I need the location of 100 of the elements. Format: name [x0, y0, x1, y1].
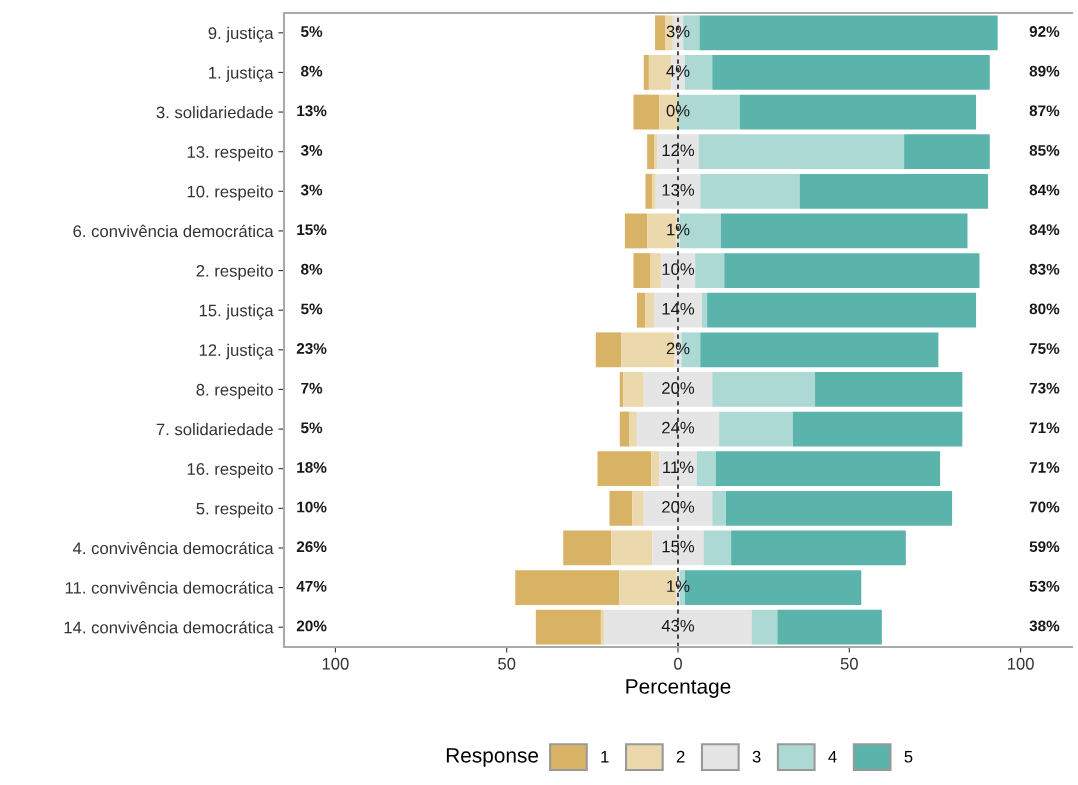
bar	[719, 411, 793, 447]
data-label: 10%	[662, 263, 695, 276]
annotation: 47%	[296, 580, 327, 592]
bar	[751, 609, 778, 645]
bar	[611, 530, 653, 566]
annotation: 71%	[1029, 422, 1060, 434]
bar	[701, 292, 708, 328]
annotation: 8%	[301, 65, 323, 77]
bar	[515, 570, 620, 605]
legend-title: Response	[446, 748, 539, 767]
y-tick-label: 14. convivência democrática	[64, 620, 274, 634]
annotation: 20%	[296, 620, 327, 632]
x-tick-label: 100	[322, 657, 349, 670]
data-label: 1%	[667, 223, 690, 236]
bar	[712, 490, 726, 526]
legend-label: 4	[828, 750, 837, 763]
annotation: 59%	[1029, 541, 1060, 553]
bar	[799, 173, 989, 209]
annotation: 3%	[300, 144, 323, 156]
bar	[647, 134, 655, 170]
bar	[700, 332, 939, 368]
y-tick-label: 5. respeito	[196, 502, 273, 518]
bar	[643, 490, 713, 526]
annotation: 18%	[297, 461, 327, 473]
data-label: 20%	[662, 500, 695, 513]
bar	[715, 451, 941, 487]
y-tick-label: 12. justiça	[199, 343, 274, 360]
bar	[652, 530, 704, 566]
annotation: 53%	[1029, 580, 1060, 592]
y-tick-label: 10. respeito	[187, 185, 273, 201]
y-tick-label: 2. respeito	[196, 264, 273, 281]
bar	[633, 253, 651, 288]
bar	[815, 372, 963, 407]
bar	[629, 411, 637, 447]
annotation: 70%	[1029, 501, 1060, 513]
bar	[619, 411, 630, 447]
data-label: 13%	[662, 183, 695, 196]
y-tick-label: 13. respeito	[187, 145, 273, 162]
data-label: 11%	[663, 461, 694, 474]
data-label: 4%	[666, 65, 690, 77]
bar	[636, 292, 646, 328]
bar	[703, 530, 732, 566]
y-tick-label: 4. convivência democrática	[72, 541, 274, 555]
data-label: 12%	[662, 144, 695, 157]
data-label: 24%	[662, 421, 695, 434]
annotation: 13%	[297, 105, 327, 117]
y-tick-label: 9. justiça	[208, 26, 274, 43]
annotation: 73%	[1029, 382, 1060, 394]
annotation: 89%	[1029, 65, 1060, 77]
bar	[597, 451, 652, 487]
bar	[563, 530, 612, 566]
annotation: 5%	[301, 303, 323, 315]
annotation: 5%	[301, 422, 323, 434]
x-tick-label: 100	[1007, 657, 1034, 670]
annotation: 84%	[1029, 184, 1060, 196]
annotation: 15%	[297, 224, 327, 236]
data-label: 20%	[662, 382, 695, 394]
bar	[792, 411, 963, 447]
bar	[636, 411, 720, 447]
legend-label: 5	[904, 750, 913, 763]
annotation: 85%	[1029, 144, 1060, 156]
annotation: 87%	[1029, 105, 1060, 117]
annotation: 71%	[1029, 462, 1060, 473]
x-tick-label: 50	[840, 657, 858, 670]
annotation: 83%	[1029, 263, 1060, 275]
bar	[739, 94, 977, 130]
bar	[645, 173, 653, 209]
bar	[712, 372, 816, 407]
legend-label: 1	[601, 750, 609, 763]
bar	[724, 253, 980, 288]
bar	[651, 451, 660, 487]
bar	[657, 134, 699, 170]
legend-label: 2	[676, 750, 685, 763]
legend-label: 3	[752, 750, 761, 763]
data-label: 43%	[661, 619, 695, 632]
bar	[624, 213, 648, 249]
y-tick-label: 6. convivência democrática	[73, 224, 274, 238]
annotation: 80%	[1029, 303, 1060, 315]
bar	[696, 451, 716, 487]
bar	[632, 490, 644, 526]
bar	[604, 609, 752, 645]
annotation: 92%	[1029, 26, 1060, 37]
annotation: 10%	[297, 501, 327, 513]
bar	[695, 253, 725, 288]
bar	[609, 490, 633, 526]
bar	[645, 292, 655, 328]
bar	[535, 609, 601, 645]
bar	[650, 253, 661, 288]
annotation: 23%	[296, 343, 327, 354]
data-label: 2%	[666, 342, 690, 355]
bar	[698, 134, 905, 170]
bar	[712, 55, 990, 90]
data-label: 15%	[662, 540, 695, 553]
y-tick-label: 8. respeito	[196, 383, 273, 399]
bar	[659, 451, 697, 487]
annotation: 75%	[1029, 343, 1060, 354]
annotation: 38%	[1029, 620, 1060, 632]
annotation: 3%	[300, 184, 323, 196]
x-tick-label: 50	[498, 657, 516, 670]
x-tick-label: 0	[674, 657, 682, 670]
